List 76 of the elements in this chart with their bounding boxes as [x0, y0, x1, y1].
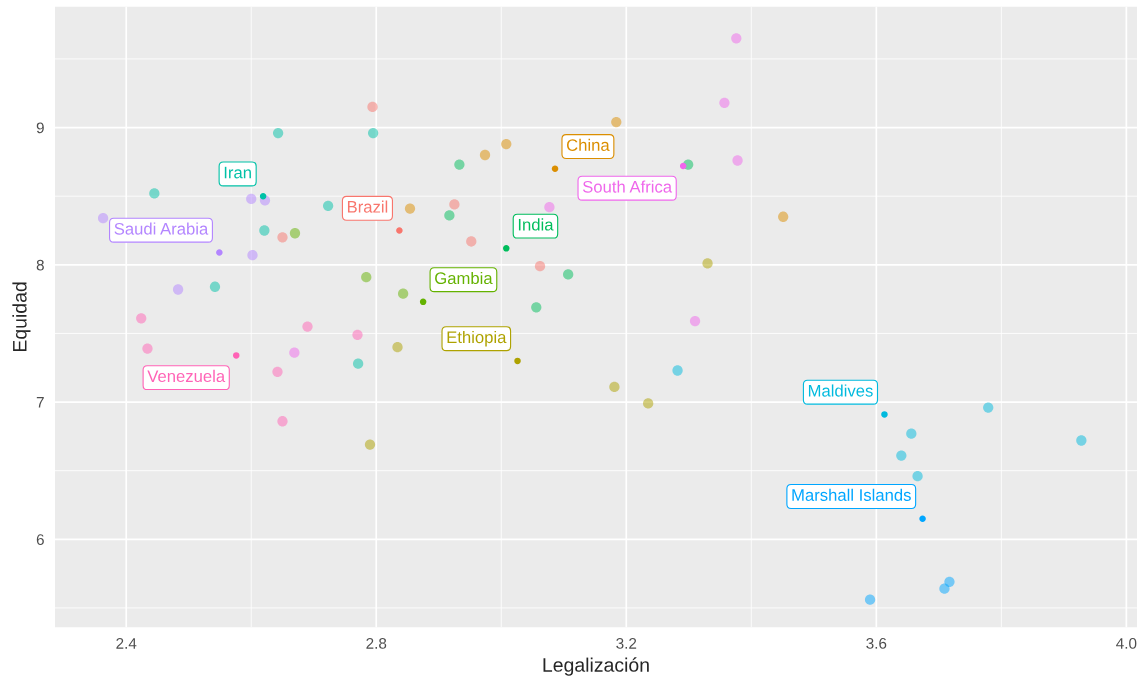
point — [361, 272, 372, 283]
point — [611, 116, 622, 128]
point — [277, 232, 288, 243]
point — [672, 365, 683, 376]
annotation: Brazil — [347, 200, 388, 213]
point — [689, 315, 701, 327]
point — [864, 594, 876, 605]
annotation: Marshall Islands — [792, 488, 911, 501]
point — [277, 416, 288, 427]
x-tick-label: 3.6 — [866, 637, 887, 649]
annotation: Ethiopia — [447, 330, 507, 347]
point — [247, 250, 258, 261]
point — [302, 321, 313, 332]
point — [702, 258, 713, 269]
point — [404, 203, 416, 214]
point — [136, 313, 147, 324]
point — [534, 261, 546, 272]
point — [149, 188, 160, 199]
point — [289, 347, 300, 358]
point — [1076, 435, 1087, 446]
y-tick-label: 9 — [36, 122, 44, 134]
point — [454, 159, 465, 170]
point — [97, 212, 109, 224]
point — [289, 228, 301, 239]
annotation: Gambia — [435, 271, 493, 285]
point — [444, 210, 455, 221]
point — [732, 155, 743, 166]
point — [466, 236, 477, 247]
point — [983, 402, 994, 413]
point — [209, 281, 221, 292]
annotation: South Africa — [582, 180, 673, 193]
point — [896, 450, 907, 461]
x-tick-label: 2.8 — [366, 637, 387, 649]
point — [392, 342, 403, 353]
point — [544, 202, 555, 213]
annotation: Iran — [224, 166, 251, 179]
point — [731, 33, 742, 44]
point — [531, 302, 542, 313]
point — [246, 193, 257, 205]
point — [172, 284, 184, 295]
x-tick-label: 3.2 — [616, 637, 637, 649]
point — [272, 127, 284, 139]
y-tick-label: 7 — [36, 397, 44, 408]
point — [609, 381, 620, 393]
annotation: Venezuela — [147, 369, 226, 383]
point — [906, 428, 917, 439]
x-tick-label: 4.0 — [1116, 637, 1137, 649]
point — [939, 583, 950, 594]
annotation: China — [566, 138, 610, 151]
point — [367, 127, 379, 139]
point — [912, 471, 923, 482]
point — [367, 101, 378, 113]
point — [397, 288, 409, 299]
x-axis-title: Legalización — [543, 657, 649, 676]
annotation: Maldives — [808, 384, 873, 397]
x-tick-label: 2.4 — [116, 637, 137, 649]
point — [352, 358, 364, 369]
annotation: Saudi Arabia — [114, 222, 209, 235]
point — [778, 211, 789, 222]
point — [352, 329, 363, 340]
point — [142, 343, 153, 354]
annotation: India — [518, 218, 554, 231]
y-tick-label: 6 — [36, 534, 44, 545]
point — [501, 138, 512, 150]
point — [719, 97, 730, 109]
point — [272, 366, 283, 378]
y-axis-title: Equidad — [12, 282, 31, 352]
point — [944, 576, 955, 588]
point — [479, 149, 491, 161]
y-tick-label: 8 — [36, 259, 44, 271]
point — [322, 200, 334, 211]
point — [643, 398, 654, 409]
point — [259, 225, 270, 236]
point — [563, 269, 574, 280]
point — [449, 199, 460, 210]
point — [364, 439, 376, 450]
